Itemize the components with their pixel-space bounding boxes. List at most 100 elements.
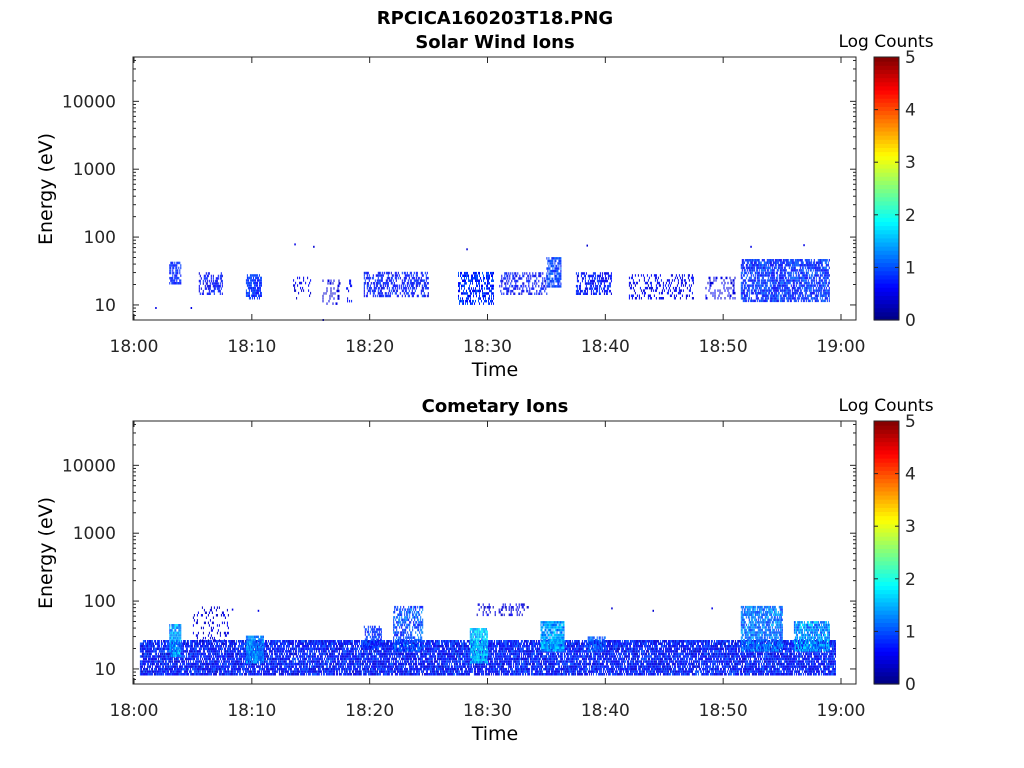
spectrogram-cell bbox=[594, 282, 596, 285]
spectrogram-cell bbox=[287, 657, 289, 661]
spectrogram-cell bbox=[177, 670, 179, 673]
spectrogram-cell bbox=[226, 667, 228, 671]
spectrogram-cell bbox=[180, 660, 182, 663]
spectrogram-cell bbox=[214, 665, 216, 668]
spectrogram-cell bbox=[764, 299, 766, 303]
spectrogram-cell bbox=[798, 292, 800, 295]
spectrogram-cell bbox=[772, 286, 774, 290]
spectrogram-cell bbox=[174, 276, 176, 280]
spectrogram-cell bbox=[798, 264, 800, 267]
spectrogram-cell bbox=[299, 647, 301, 651]
spectrogram-cell bbox=[473, 289, 474, 293]
spectrogram-cell bbox=[267, 657, 269, 661]
spectrogram-cell bbox=[593, 277, 595, 280]
spectrogram-cell bbox=[217, 655, 219, 658]
spectrogram-cell bbox=[220, 645, 222, 648]
spectrogram-cell bbox=[549, 272, 551, 275]
spectrogram-cell bbox=[239, 650, 241, 653]
spectrogram-cell bbox=[184, 657, 186, 661]
spectrogram-cell bbox=[681, 279, 683, 282]
spectrogram-cell bbox=[238, 662, 240, 666]
spectrogram-cell bbox=[240, 673, 242, 676]
spectrogram-cell bbox=[474, 277, 475, 280]
spectrogram-cell bbox=[535, 279, 537, 283]
spectrogram-cell bbox=[516, 284, 518, 288]
spectrogram-cell bbox=[659, 284, 661, 287]
spectrogram-cell bbox=[167, 673, 169, 676]
spectrogram-cell bbox=[261, 665, 263, 668]
spectrogram-cell bbox=[210, 655, 212, 658]
spectrogram-cell bbox=[751, 266, 753, 270]
spectrogram-cell bbox=[535, 272, 537, 275]
spectrogram-cell bbox=[598, 284, 600, 288]
spectrogram-cell bbox=[283, 642, 285, 645]
spectrogram-cell bbox=[192, 652, 194, 656]
spectrogram-cell bbox=[406, 292, 408, 295]
spectrogram-cell bbox=[803, 271, 805, 275]
spectrogram-cell bbox=[161, 660, 163, 663]
spectrogram-cell bbox=[332, 282, 334, 285]
spectrogram-cell bbox=[795, 261, 797, 264]
spectrogram-cell bbox=[175, 282, 177, 285]
spectrogram-cell bbox=[761, 289, 763, 292]
spectrogram-cell bbox=[812, 279, 814, 282]
spectrogram-cell bbox=[760, 289, 762, 292]
spectrogram-cell bbox=[515, 287, 517, 290]
spectrogram-cell bbox=[424, 282, 426, 285]
spectrogram-cell bbox=[677, 291, 679, 295]
spectrogram-cell bbox=[193, 665, 195, 668]
spectrogram-cell bbox=[416, 279, 418, 282]
spectrogram-cell bbox=[822, 289, 824, 292]
spectrogram-cell bbox=[273, 662, 275, 666]
spectrogram-cell bbox=[154, 667, 156, 671]
spectrogram-cell bbox=[174, 660, 176, 663]
spectrogram-cell bbox=[725, 276, 727, 280]
spectrogram-cell bbox=[275, 647, 277, 651]
spectrogram-cell bbox=[753, 299, 755, 303]
spectrogram-cell bbox=[776, 294, 778, 297]
spectrogram-cell bbox=[203, 277, 205, 280]
spectrogram-cell bbox=[164, 642, 166, 645]
spectrogram-cell bbox=[249, 281, 251, 285]
spectrogram-cell bbox=[741, 284, 743, 287]
spectrogram-cell bbox=[198, 279, 200, 283]
spectrogram-cell bbox=[472, 277, 473, 280]
spectrogram-cell bbox=[225, 660, 227, 663]
spectrogram-cell bbox=[184, 645, 186, 648]
spectrogram-cell bbox=[217, 277, 219, 280]
spectrogram-cell bbox=[293, 657, 295, 661]
spectrogram-cell bbox=[224, 662, 226, 666]
spectrogram-cell bbox=[744, 281, 746, 285]
spectrogram-cell bbox=[423, 279, 425, 282]
spectrogram-cell bbox=[745, 266, 747, 270]
spectrogram-cell bbox=[596, 279, 598, 283]
spectrogram-cell bbox=[205, 667, 207, 671]
spectrogram-cell bbox=[258, 274, 260, 277]
spectrogram-cell bbox=[820, 279, 822, 282]
spectrogram-cell bbox=[515, 274, 517, 278]
spectrogram-cell bbox=[551, 259, 553, 263]
spectrogram-cell bbox=[536, 277, 538, 280]
spectrogram-cell bbox=[749, 264, 751, 267]
spectrogram-cell bbox=[149, 662, 151, 666]
spectrogram-cell bbox=[230, 655, 232, 658]
spectrogram-cell bbox=[183, 665, 185, 668]
spectrogram-cell bbox=[395, 279, 397, 282]
spectrogram-cell bbox=[152, 647, 154, 651]
spectrogram-cell bbox=[734, 297, 736, 300]
spectrogram-cell bbox=[181, 660, 183, 663]
spectrogram-cell bbox=[412, 274, 414, 277]
spectrogram-cell bbox=[145, 660, 147, 663]
spectrogram-cell bbox=[221, 284, 223, 288]
spectrogram-cell bbox=[257, 289, 259, 292]
spectrogram-cell bbox=[230, 670, 232, 673]
spectrogram-cell bbox=[250, 294, 252, 297]
spectrogram-cell bbox=[479, 271, 480, 275]
spectrogram-cell bbox=[752, 274, 754, 277]
spectrogram-cell bbox=[394, 284, 396, 287]
spectrogram-cell bbox=[792, 286, 794, 290]
spectrogram-cell bbox=[166, 667, 168, 671]
x-tick-label: 18:50 bbox=[699, 337, 748, 357]
spectrogram-cell bbox=[763, 292, 765, 295]
spectrogram-cell bbox=[207, 645, 209, 648]
